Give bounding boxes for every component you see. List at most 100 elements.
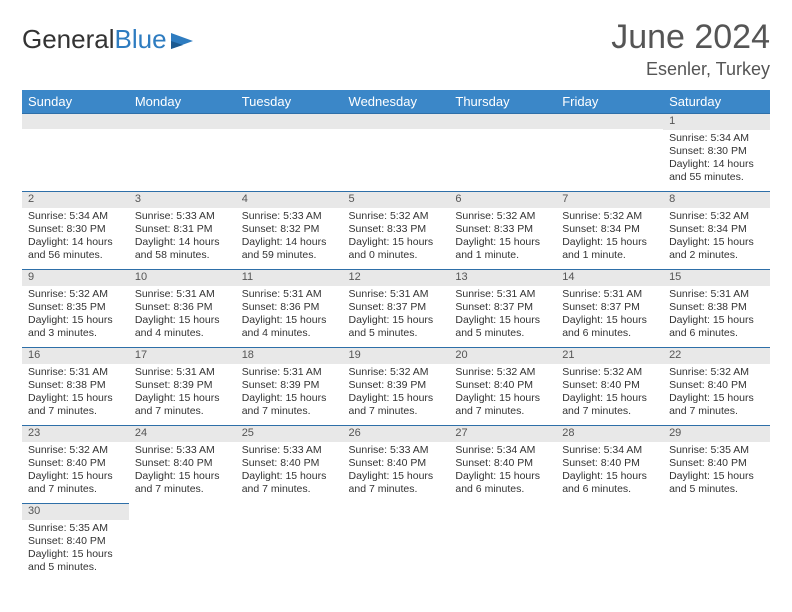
day-number — [556, 504, 663, 519]
day-header: Friday — [556, 90, 663, 114]
sunset-text: Sunset: 8:40 PM — [135, 457, 230, 470]
day-number: 23 — [22, 426, 129, 442]
day-number: 20 — [449, 348, 556, 364]
day-number: 18 — [236, 348, 343, 364]
sunrise-text: Sunrise: 5:35 AM — [669, 444, 764, 457]
sunrise-text: Sunrise: 5:32 AM — [562, 366, 657, 379]
day-details: Sunrise: 5:33 AMSunset: 8:40 PMDaylight:… — [236, 442, 343, 501]
day-number: 26 — [343, 426, 450, 442]
sunset-text: Sunset: 8:36 PM — [242, 301, 337, 314]
calendar-week: 1Sunrise: 5:34 AMSunset: 8:30 PMDaylight… — [22, 114, 770, 192]
sunset-text: Sunset: 8:39 PM — [242, 379, 337, 392]
day-number — [343, 114, 450, 129]
calendar-cell: 23Sunrise: 5:32 AMSunset: 8:40 PMDayligh… — [22, 426, 129, 504]
day-number: 19 — [343, 348, 450, 364]
day-details: Sunrise: 5:32 AMSunset: 8:40 PMDaylight:… — [556, 364, 663, 423]
calendar-cell: 11Sunrise: 5:31 AMSunset: 8:36 PMDayligh… — [236, 270, 343, 348]
day-header: Wednesday — [343, 90, 450, 114]
calendar-cell: 20Sunrise: 5:32 AMSunset: 8:40 PMDayligh… — [449, 348, 556, 426]
day-number — [129, 114, 236, 129]
sunrise-text: Sunrise: 5:31 AM — [135, 366, 230, 379]
sunrise-text: Sunrise: 5:31 AM — [455, 288, 550, 301]
day-details: Sunrise: 5:32 AMSunset: 8:33 PMDaylight:… — [449, 208, 556, 267]
calendar-cell: 14Sunrise: 5:31 AMSunset: 8:37 PMDayligh… — [556, 270, 663, 348]
sunrise-text: Sunrise: 5:32 AM — [28, 444, 123, 457]
day-details: Sunrise: 5:32 AMSunset: 8:34 PMDaylight:… — [663, 208, 770, 267]
day-number: 13 — [449, 270, 556, 286]
calendar-table: SundayMondayTuesdayWednesdayThursdayFrid… — [22, 90, 770, 582]
day-details: Sunrise: 5:34 AMSunset: 8:30 PMDaylight:… — [22, 208, 129, 267]
daylight-text: Daylight: 15 hours and 7 minutes. — [349, 392, 444, 418]
calendar-cell — [343, 114, 450, 192]
calendar-cell: 16Sunrise: 5:31 AMSunset: 8:38 PMDayligh… — [22, 348, 129, 426]
day-number: 25 — [236, 426, 343, 442]
calendar-cell: 12Sunrise: 5:31 AMSunset: 8:37 PMDayligh… — [343, 270, 450, 348]
day-header: Tuesday — [236, 90, 343, 114]
calendar-cell — [556, 504, 663, 582]
page-header: GeneralBlue June 2024 Esenler, Turkey — [22, 18, 770, 80]
daylight-text: Daylight: 14 hours and 59 minutes. — [242, 236, 337, 262]
calendar-cell: 21Sunrise: 5:32 AMSunset: 8:40 PMDayligh… — [556, 348, 663, 426]
calendar-cell — [129, 114, 236, 192]
calendar-cell: 28Sunrise: 5:34 AMSunset: 8:40 PMDayligh… — [556, 426, 663, 504]
day-number: 15 — [663, 270, 770, 286]
day-number — [236, 114, 343, 129]
sunset-text: Sunset: 8:37 PM — [455, 301, 550, 314]
day-number — [343, 504, 450, 519]
calendar-cell — [236, 504, 343, 582]
sunrise-text: Sunrise: 5:33 AM — [242, 444, 337, 457]
sunrise-text: Sunrise: 5:32 AM — [28, 288, 123, 301]
flag-icon — [169, 31, 197, 51]
daylight-text: Daylight: 15 hours and 7 minutes. — [28, 392, 123, 418]
day-number: 8 — [663, 192, 770, 208]
calendar-cell — [22, 114, 129, 192]
calendar-cell: 2Sunrise: 5:34 AMSunset: 8:30 PMDaylight… — [22, 192, 129, 270]
daylight-text: Daylight: 15 hours and 7 minutes. — [242, 392, 337, 418]
sunset-text: Sunset: 8:34 PM — [562, 223, 657, 236]
sunset-text: Sunset: 8:37 PM — [562, 301, 657, 314]
sunrise-text: Sunrise: 5:33 AM — [135, 444, 230, 457]
calendar-body: 1Sunrise: 5:34 AMSunset: 8:30 PMDaylight… — [22, 114, 770, 582]
day-details: Sunrise: 5:31 AMSunset: 8:38 PMDaylight:… — [663, 286, 770, 345]
day-details: Sunrise: 5:32 AMSunset: 8:34 PMDaylight:… — [556, 208, 663, 267]
daylight-text: Daylight: 15 hours and 0 minutes. — [349, 236, 444, 262]
day-number: 5 — [343, 192, 450, 208]
day-details: Sunrise: 5:33 AMSunset: 8:40 PMDaylight:… — [343, 442, 450, 501]
sunset-text: Sunset: 8:30 PM — [669, 145, 764, 158]
sunrise-text: Sunrise: 5:31 AM — [349, 288, 444, 301]
daylight-text: Daylight: 15 hours and 3 minutes. — [28, 314, 123, 340]
day-number: 14 — [556, 270, 663, 286]
calendar-cell — [663, 504, 770, 582]
day-details: Sunrise: 5:33 AMSunset: 8:31 PMDaylight:… — [129, 208, 236, 267]
day-details: Sunrise: 5:31 AMSunset: 8:36 PMDaylight:… — [129, 286, 236, 345]
calendar-cell: 27Sunrise: 5:34 AMSunset: 8:40 PMDayligh… — [449, 426, 556, 504]
daylight-text: Daylight: 15 hours and 1 minute. — [562, 236, 657, 262]
sunset-text: Sunset: 8:34 PM — [669, 223, 764, 236]
calendar-cell: 25Sunrise: 5:33 AMSunset: 8:40 PMDayligh… — [236, 426, 343, 504]
day-details: Sunrise: 5:31 AMSunset: 8:38 PMDaylight:… — [22, 364, 129, 423]
title-block: June 2024 Esenler, Turkey — [611, 18, 770, 80]
day-details: Sunrise: 5:31 AMSunset: 8:37 PMDaylight:… — [343, 286, 450, 345]
sunset-text: Sunset: 8:33 PM — [349, 223, 444, 236]
sunrise-text: Sunrise: 5:32 AM — [455, 210, 550, 223]
sunset-text: Sunset: 8:37 PM — [349, 301, 444, 314]
day-details: Sunrise: 5:31 AMSunset: 8:39 PMDaylight:… — [236, 364, 343, 423]
daylight-text: Daylight: 15 hours and 7 minutes. — [562, 392, 657, 418]
sunrise-text: Sunrise: 5:34 AM — [455, 444, 550, 457]
calendar-cell — [343, 504, 450, 582]
calendar-cell: 17Sunrise: 5:31 AMSunset: 8:39 PMDayligh… — [129, 348, 236, 426]
calendar-cell: 10Sunrise: 5:31 AMSunset: 8:36 PMDayligh… — [129, 270, 236, 348]
day-number: 21 — [556, 348, 663, 364]
calendar-cell: 7Sunrise: 5:32 AMSunset: 8:34 PMDaylight… — [556, 192, 663, 270]
sunset-text: Sunset: 8:33 PM — [455, 223, 550, 236]
calendar-cell: 26Sunrise: 5:33 AMSunset: 8:40 PMDayligh… — [343, 426, 450, 504]
calendar-week: 23Sunrise: 5:32 AMSunset: 8:40 PMDayligh… — [22, 426, 770, 504]
calendar-cell: 15Sunrise: 5:31 AMSunset: 8:38 PMDayligh… — [663, 270, 770, 348]
daylight-text: Daylight: 14 hours and 56 minutes. — [28, 236, 123, 262]
day-details: Sunrise: 5:32 AMSunset: 8:40 PMDaylight:… — [663, 364, 770, 423]
sunset-text: Sunset: 8:40 PM — [455, 457, 550, 470]
sunset-text: Sunset: 8:40 PM — [562, 379, 657, 392]
daylight-text: Daylight: 15 hours and 7 minutes. — [669, 392, 764, 418]
day-number: 16 — [22, 348, 129, 364]
day-details: Sunrise: 5:35 AMSunset: 8:40 PMDaylight:… — [663, 442, 770, 501]
